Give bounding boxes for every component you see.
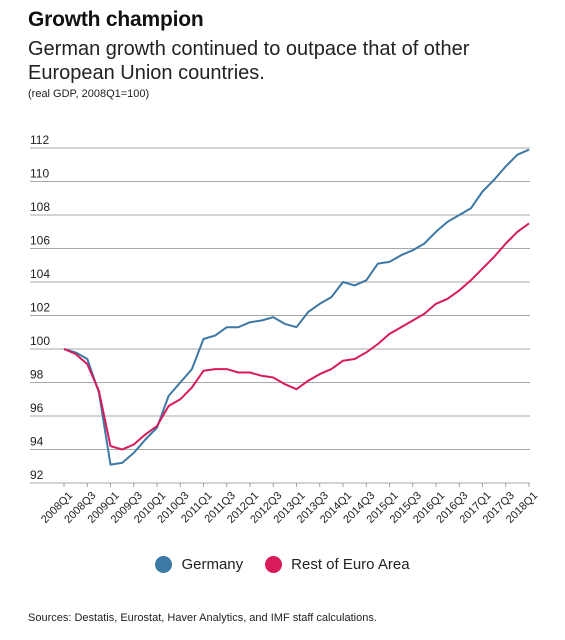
y-tick-label: 96: [30, 401, 44, 415]
legend-label-rest-of-euro-area: Rest of Euro Area: [291, 556, 410, 573]
y-tick-label: 98: [30, 368, 44, 382]
legend-item-rest-of-euro-area: Rest of Euro Area: [265, 556, 410, 573]
x-axis-tick-labels: 2008Q12008Q32009Q12009Q32010Q12010Q32011…: [39, 483, 540, 526]
y-tick-label: 108: [30, 200, 50, 214]
y-tick-label: 94: [30, 435, 44, 449]
y-tick-label: 110: [30, 167, 49, 181]
legend: Germany Rest of Euro Area: [0, 556, 565, 573]
y-axis-tick-labels: 112 110 108 106 104 102 100 98 96 94 92: [30, 133, 50, 482]
legend-swatch-germany: [155, 556, 173, 573]
chart-title: Growth champion: [28, 8, 204, 31]
series-line-rest-of-euro-area: [63, 222, 530, 451]
y-tick-label: 100: [30, 334, 50, 348]
legend-item-germany: Germany: [155, 556, 243, 573]
series-lines: [63, 148, 530, 466]
series-line-germany: [63, 148, 530, 466]
chart-subtitle: German growth continued to outpace that …: [28, 38, 470, 84]
y-tick-label: 106: [30, 234, 50, 248]
chart-units-note: (real GDP, 2008Q1=100): [28, 88, 150, 100]
source-note: Sources: Destatis, Eurostat, Haver Analy…: [28, 612, 377, 624]
y-tick-label: 104: [30, 267, 50, 281]
grid-lines: [30, 147, 530, 484]
legend-swatch-rest-of-euro-area: [265, 556, 283, 573]
line-chart: 112 110 108 106 104 102 100 98 96 94 92 2008Q12008…: [30, 133, 540, 526]
y-tick-label: 112: [30, 133, 49, 147]
legend-label-germany: Germany: [181, 556, 244, 573]
y-tick-label: 102: [30, 301, 50, 315]
y-tick-label: 92: [30, 468, 44, 482]
